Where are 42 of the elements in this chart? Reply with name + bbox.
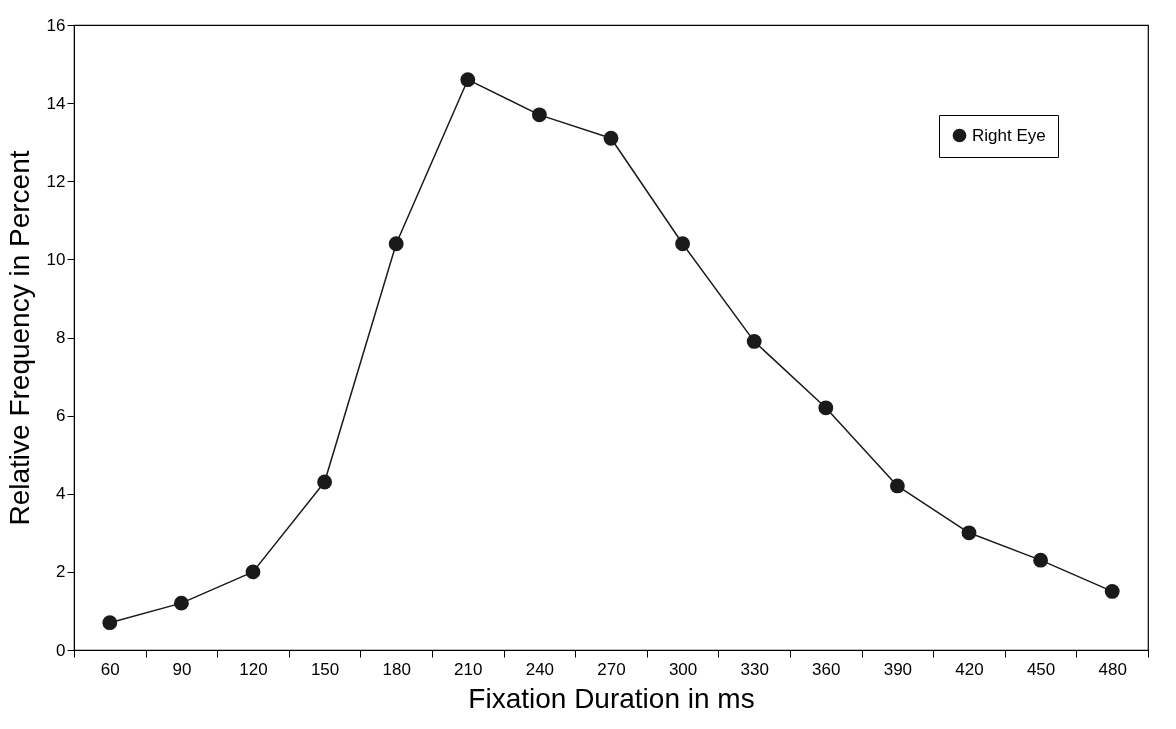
x-tick-label: 420 bbox=[955, 659, 984, 679]
y-tick-label: 4 bbox=[56, 484, 66, 504]
x-tick-label: 330 bbox=[740, 659, 769, 679]
x-tick-label: 390 bbox=[883, 659, 913, 679]
x-tick-label: 240 bbox=[525, 659, 555, 679]
point bbox=[317, 474, 333, 490]
point bbox=[746, 334, 762, 349]
x-tick-label: 120 bbox=[239, 659, 268, 679]
point bbox=[102, 615, 118, 631]
y-tick-label: 12 bbox=[46, 171, 66, 191]
point bbox=[675, 236, 691, 252]
x-axis-title: Fixation Duration in ms bbox=[468, 682, 755, 714]
x-tick-label: 60 bbox=[100, 659, 120, 679]
x-tick-label: 480 bbox=[1098, 659, 1127, 679]
point bbox=[460, 72, 476, 88]
x-tick-label: 360 bbox=[812, 659, 841, 679]
point bbox=[1033, 552, 1049, 568]
x-tick-label: 450 bbox=[1026, 659, 1056, 679]
x-tick-label: 300 bbox=[668, 659, 698, 679]
point bbox=[1104, 584, 1120, 599]
y-tick-label: 6 bbox=[56, 406, 66, 426]
point bbox=[245, 564, 261, 580]
point bbox=[603, 130, 619, 146]
x-tick-label: 180 bbox=[382, 659, 411, 679]
legend-label: Right Eye bbox=[972, 125, 1046, 145]
point bbox=[818, 400, 834, 416]
y-tick-label: 16 bbox=[46, 15, 66, 35]
point bbox=[388, 236, 404, 252]
y-tick-label: 10 bbox=[46, 249, 66, 269]
y-tick-label: 2 bbox=[56, 562, 66, 582]
y-axis-title: Relative Frequency in Percent bbox=[3, 150, 35, 526]
point bbox=[961, 525, 977, 541]
x-tick-label: 90 bbox=[172, 659, 192, 679]
x-tick-label: 150 bbox=[310, 659, 340, 679]
point bbox=[173, 595, 189, 611]
x-tick-label: 270 bbox=[597, 659, 626, 679]
y-tick-label: 0 bbox=[56, 640, 66, 660]
x-tick-label: 210 bbox=[454, 659, 483, 679]
y-tick-label: 14 bbox=[46, 93, 66, 113]
y-tick-label: 8 bbox=[56, 328, 66, 347]
point bbox=[889, 478, 905, 494]
point bbox=[531, 107, 547, 123]
